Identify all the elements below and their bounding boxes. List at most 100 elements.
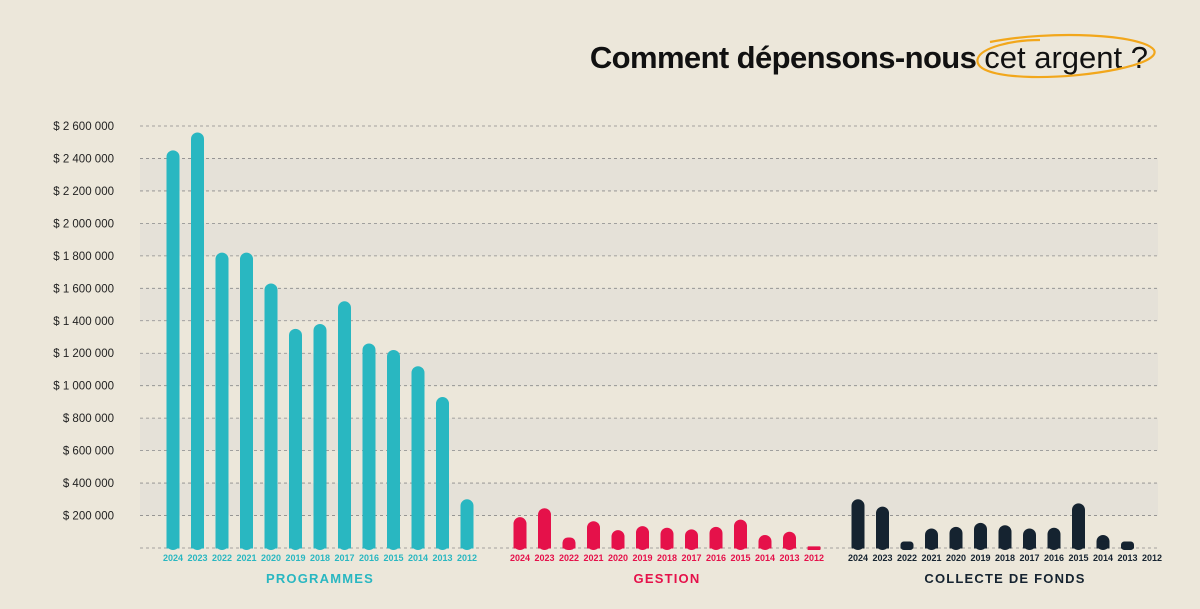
grid-band (140, 158, 1158, 191)
x-tick-label: 2022 (212, 553, 232, 563)
bar-base (338, 541, 351, 549)
gridlines (140, 125, 1158, 549)
grid-band (140, 483, 1158, 516)
bar-base (1047, 541, 1061, 549)
x-tick-label: 2012 (804, 553, 824, 563)
bar-base (587, 541, 600, 549)
x-tick-label: 2020 (261, 553, 281, 563)
bar-base (925, 541, 938, 549)
x-tick-label: 2017 (1019, 553, 1039, 563)
y-tick-label: $ 800 000 (63, 413, 114, 425)
y-tick-label: $ 2 600 000 (53, 121, 114, 133)
y-tick-label: $ 600 000 (63, 446, 114, 458)
y-tick-label: $ 2 200 000 (53, 186, 114, 198)
bar-group-0 (166, 132, 474, 550)
bar-base (387, 541, 400, 549)
x-tick-label: 2020 (608, 553, 628, 563)
bar-base (289, 541, 302, 549)
bar-base (611, 541, 625, 549)
y-tick-label: $ 1 400 000 (53, 316, 114, 328)
x-tick-label: 2014 (755, 553, 775, 563)
x-tick-label: 2018 (995, 553, 1015, 563)
bar (411, 366, 425, 550)
x-tick-label: 2021 (583, 553, 603, 563)
x-tick-label: 2016 (706, 553, 726, 563)
x-tick-label: 2013 (1117, 553, 1137, 563)
bar (460, 499, 474, 550)
bar-base (1121, 544, 1134, 549)
x-tick-label: 2018 (310, 553, 330, 563)
x-tick-label: 2021 (921, 553, 941, 563)
bar (436, 397, 449, 550)
bar-base (240, 541, 253, 549)
x-tick-label: 2019 (632, 553, 652, 563)
y-tick-label: $ 1 600 000 (53, 283, 114, 295)
bar-base (709, 541, 723, 549)
group-label: COLLECTE DE FONDS (924, 571, 1085, 586)
bar (215, 252, 229, 550)
bar-base (807, 547, 821, 549)
bar (876, 506, 889, 550)
bar (338, 301, 351, 550)
bar-base (313, 541, 327, 549)
x-tick-label: 2018 (657, 553, 677, 563)
y-tick-label: $ 2 000 000 (53, 218, 114, 230)
bar-base (660, 541, 674, 549)
x-tick-label: 2014 (1093, 553, 1113, 563)
bar-base (685, 541, 698, 549)
x-tick-label: 2020 (946, 553, 966, 563)
x-tick-label: 2017 (681, 553, 701, 563)
bar-base (974, 541, 987, 549)
bar-base (949, 541, 963, 549)
grid-band (140, 418, 1158, 451)
x-tick-label: 2016 (1044, 553, 1064, 563)
x-tick-label: 2012 (1142, 553, 1162, 563)
y-tick-label: $ 1 000 000 (53, 381, 114, 393)
x-tick-label: 2024 (848, 553, 868, 563)
group-label: PROGRAMMES (266, 571, 374, 586)
bar-base (1096, 541, 1110, 549)
x-tick-label: 2013 (779, 553, 799, 563)
x-tick-label: 2021 (236, 553, 256, 563)
x-tick-label: 2015 (730, 553, 750, 563)
bar (1072, 503, 1085, 550)
bar (387, 349, 400, 550)
grid-bands (140, 158, 1158, 516)
y-tick-label: $ 400 000 (63, 478, 114, 490)
bar-base (513, 541, 527, 549)
y-axis: $ 200 000 $ 400 000 $ 600 000 $ 800 000 $ 1 … (53, 121, 114, 523)
bar-base (166, 541, 180, 549)
bar-base (362, 541, 376, 549)
bar-base (562, 542, 576, 549)
x-tick-label: 2014 (408, 553, 428, 563)
x-tick-label: 2017 (334, 553, 354, 563)
bar (851, 499, 865, 550)
x-tick-label: 2024 (510, 553, 530, 563)
bars (166, 132, 1134, 550)
bar-base (783, 541, 796, 549)
bar (240, 252, 253, 550)
x-axis: 2024 2023 2022 2021 2020 2019 2018 2017 2016 2015… (163, 553, 1162, 586)
bar-base (460, 541, 474, 549)
bar (289, 328, 302, 550)
x-tick-label: 2015 (383, 553, 403, 563)
x-tick-label: 2012 (457, 553, 477, 563)
grid-band (140, 223, 1158, 256)
x-tick-label: 2023 (872, 553, 892, 563)
y-tick-label: $ 200 000 (63, 511, 114, 523)
bar-base (191, 541, 204, 549)
grid-band (140, 288, 1158, 321)
chart-title: Comment dépensons-nous cet argent ? (589, 33, 1156, 79)
bar (191, 132, 204, 550)
y-tick-label: $ 2 400 000 (53, 153, 114, 165)
bar-base (636, 541, 649, 549)
group-label: GESTION (634, 571, 701, 586)
bar-base (900, 544, 914, 549)
bar-base (851, 541, 865, 549)
bar-base (1072, 541, 1085, 549)
bar-base (538, 541, 551, 549)
y-tick-label: $ 1 800 000 (53, 251, 114, 263)
x-tick-label: 2015 (1068, 553, 1088, 563)
chart-title-main: Comment dépensons-nous (589, 40, 977, 75)
